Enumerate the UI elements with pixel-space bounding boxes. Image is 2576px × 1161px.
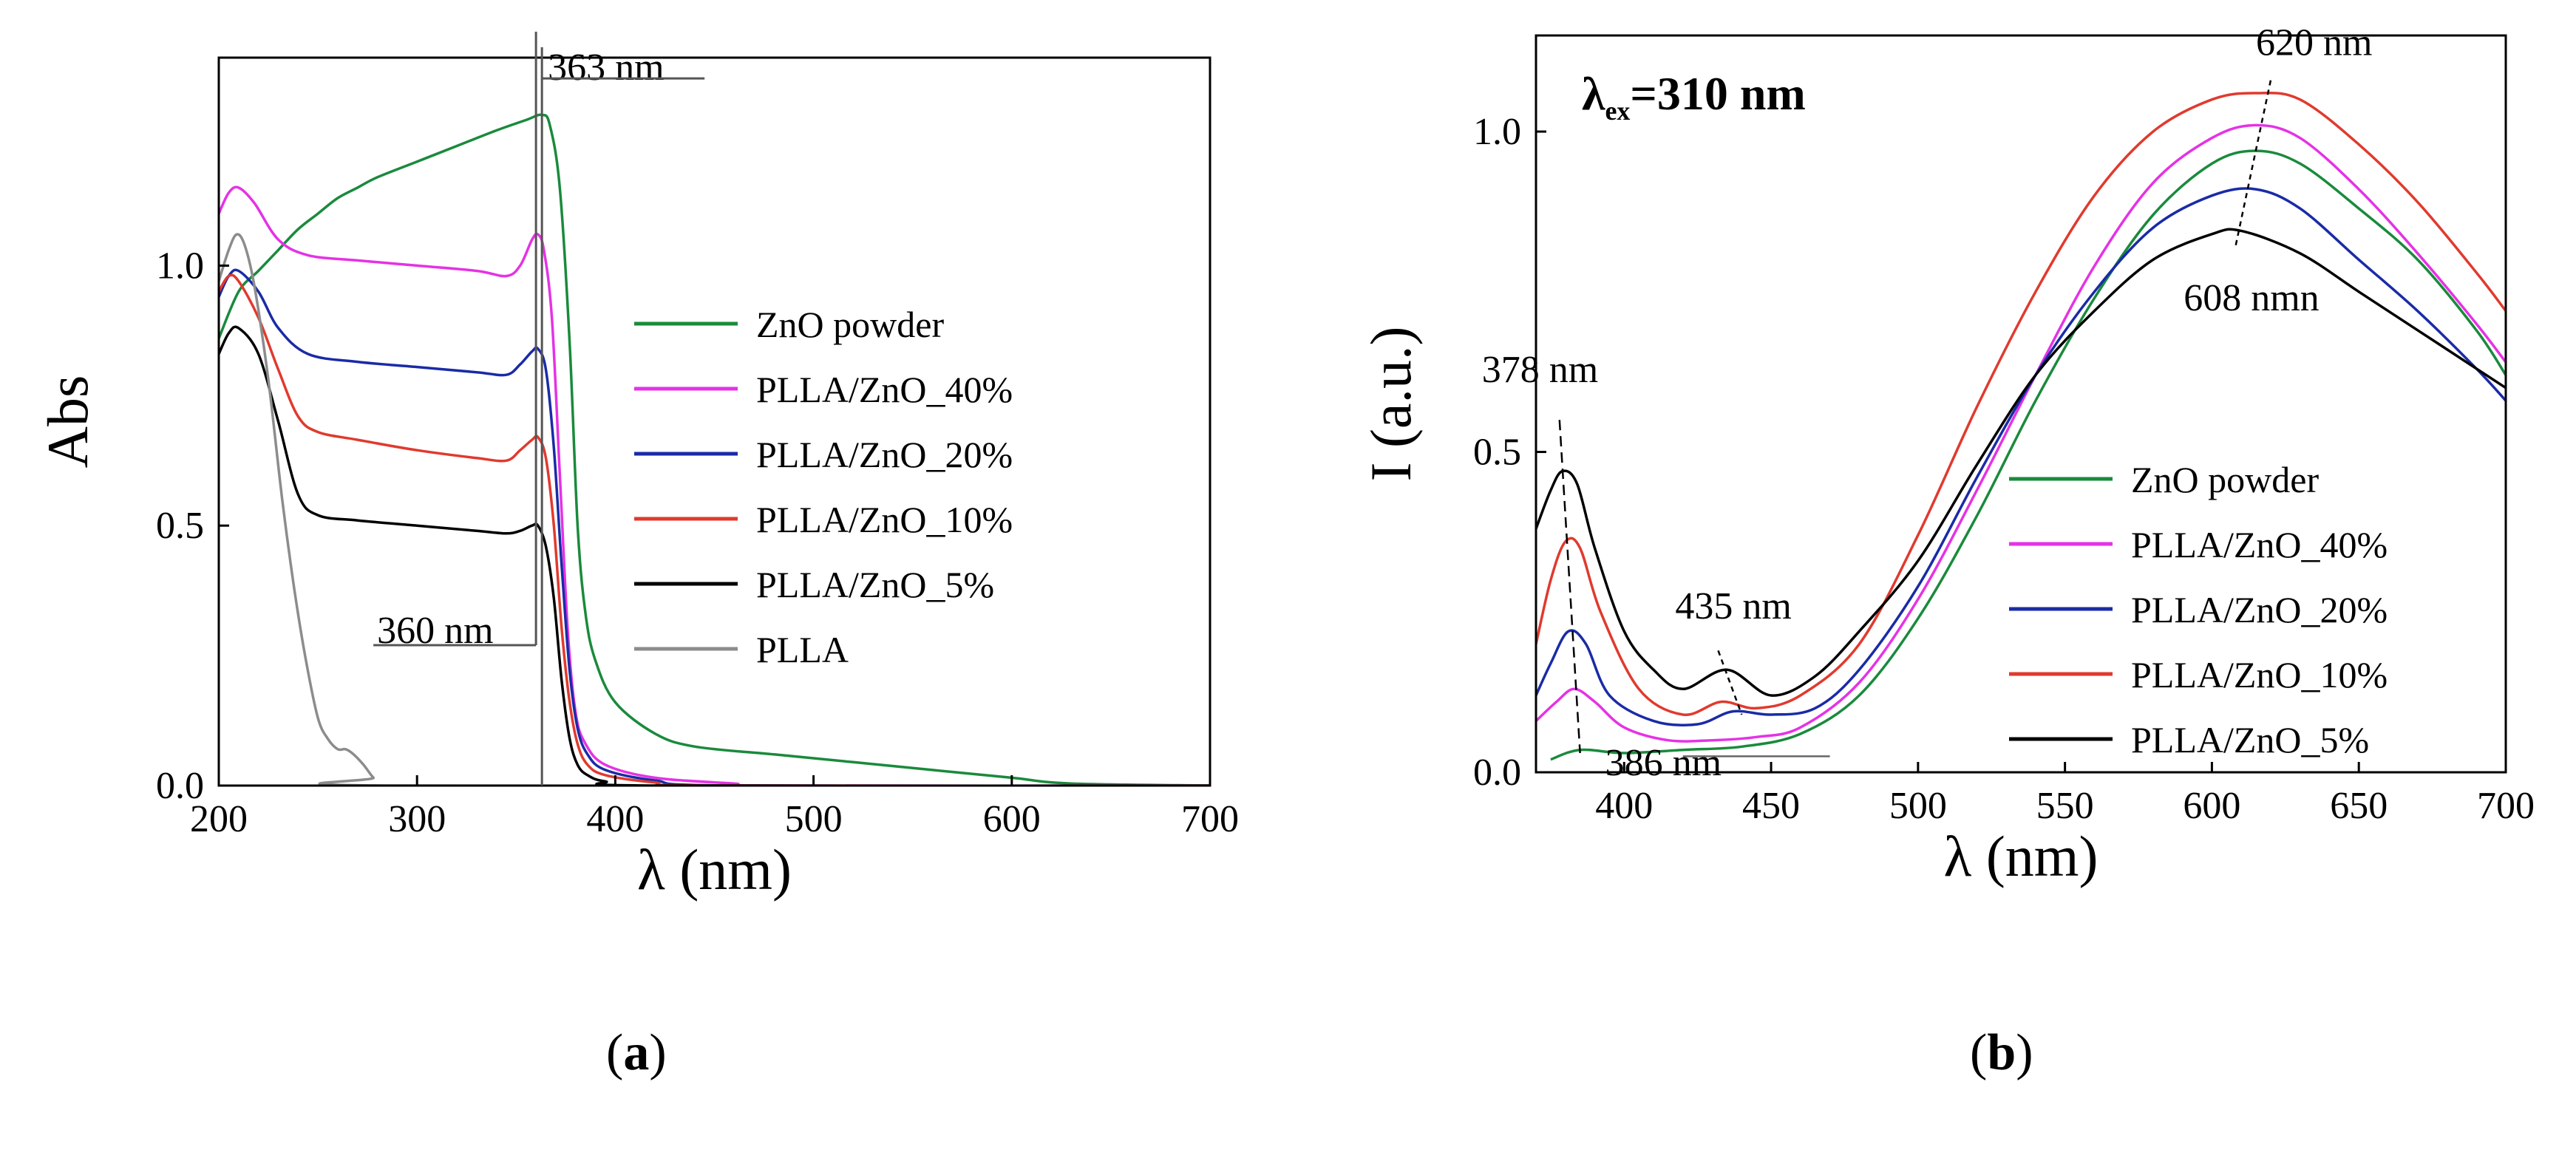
series-line-a-4: [219, 325, 1210, 786]
y-axis-title: Abs: [35, 375, 100, 469]
annotation-3: 435 nm: [1675, 585, 1791, 627]
x-tick-label: 300: [388, 798, 446, 840]
series-line-b-1: [1536, 123, 2506, 743]
legend-label-0: ZnO powder: [756, 304, 944, 345]
legend-label-3: PLLA/ZnO_10%: [756, 499, 1013, 540]
x-tick-label: 550: [2036, 785, 2094, 827]
legend: ZnO powder PLLA/ZnO_40% PLLA/ZnO_20% PLLA/Z…: [634, 304, 1013, 670]
annotation-leader-435: [1717, 650, 1743, 715]
x-tick-label: 700: [1181, 798, 1239, 840]
x-tick-label: 600: [2183, 785, 2240, 827]
series-line-a-2: [219, 268, 1210, 786]
annotation-0: 620 nm: [2256, 22, 2372, 64]
x-tick-label: 650: [2330, 785, 2388, 827]
x-tick-label: 500: [785, 798, 843, 840]
legend-label-4: PLLA/ZnO_5%: [2131, 719, 2369, 760]
panel-label-b-text: b: [1987, 1024, 2016, 1081]
legend-label-2: PLLA/ZnO_20%: [756, 434, 1013, 475]
legend: ZnO powder PLLA/ZnO_40% PLLA/ZnO_20% PLLA/Z…: [2009, 459, 2388, 760]
y-tick-label: 0.0: [1473, 752, 1521, 794]
excitation-symbol: λ: [1582, 67, 1605, 120]
y-tick-label: 0.0: [156, 765, 204, 807]
x-tick-label: 400: [1595, 785, 1653, 827]
y-tick-label: 1.0: [156, 245, 204, 287]
series-line-b-2: [1536, 187, 2506, 726]
legend-label-5: PLLA: [756, 629, 849, 670]
plot-frame: [217, 56, 1211, 787]
x-tick-label: 400: [586, 798, 644, 840]
series-line-a-5: [219, 233, 1210, 786]
x-tick-label: 450: [1742, 785, 1800, 827]
series-group: [219, 113, 1210, 786]
excitation-subscript: ex: [1605, 96, 1630, 126]
x-tick-label: 600: [983, 798, 1041, 840]
panel-label-b: (b): [1970, 1024, 2033, 1081]
plot-frame: [1535, 34, 2507, 774]
legend-label-4: PLLA/ZnO_5%: [756, 564, 994, 605]
legend-label-3: PLLA/ZnO_10%: [2131, 654, 2388, 695]
excitation-text: =310 nm: [1630, 67, 1805, 120]
series-line-b-0: [1550, 149, 2506, 761]
legend-label-0: ZnO powder: [2131, 459, 2319, 500]
series-line-b-4: [1536, 228, 2506, 697]
y-axis-title: I (a.u.): [1359, 326, 1423, 481]
x-axis-title: λ (nm): [637, 837, 792, 902]
series-line-a-1: [219, 185, 1210, 786]
series-line-b-3: [1536, 91, 2506, 716]
series-line-a-0: [219, 113, 1210, 786]
y-tick-label: 1.0: [1473, 111, 1521, 153]
legend-label-2: PLLA/ZnO_20%: [2131, 589, 2388, 630]
y-tick-label: 0.5: [1473, 432, 1521, 474]
panel-label-a: (a): [606, 1024, 667, 1081]
x-tick-label: 700: [2477, 785, 2535, 827]
annotation-1: 608 nmn: [2184, 277, 2319, 319]
series-group: [1536, 91, 2506, 761]
series-line-a-3: [219, 273, 1210, 786]
annotation-leader-378: [1558, 420, 1581, 754]
panel-label-a-text: a: [623, 1024, 650, 1081]
annotation-0: 363 nm: [548, 47, 664, 89]
x-tick-label: 500: [1889, 785, 1947, 827]
chart-panel-a: 200 300 400 500 600 700 0.0 0.5 1.0 λ (nm) Abs ZnO …: [35, 31, 1239, 902]
annotation-leader-620: [2235, 80, 2272, 248]
legend-label-1: PLLA/ZnO_40%: [2131, 524, 2388, 565]
excitation-label: λex=310 nm: [1582, 67, 1806, 126]
annotation-2: 378 nm: [1482, 349, 1598, 391]
y-tick-label: 0.5: [156, 505, 204, 547]
annotation-4: 386 nm: [1605, 742, 1722, 784]
legend-label-1: PLLA/ZnO_40%: [756, 369, 1013, 410]
x-axis-title: λ (nm): [1944, 824, 2098, 888]
x-tick-label: 200: [190, 798, 248, 840]
chart-panel-b: 400 450 500 550 600 650 700 0.0 0.5 1.0 λ (nm) I (a…: [1359, 22, 2535, 888]
